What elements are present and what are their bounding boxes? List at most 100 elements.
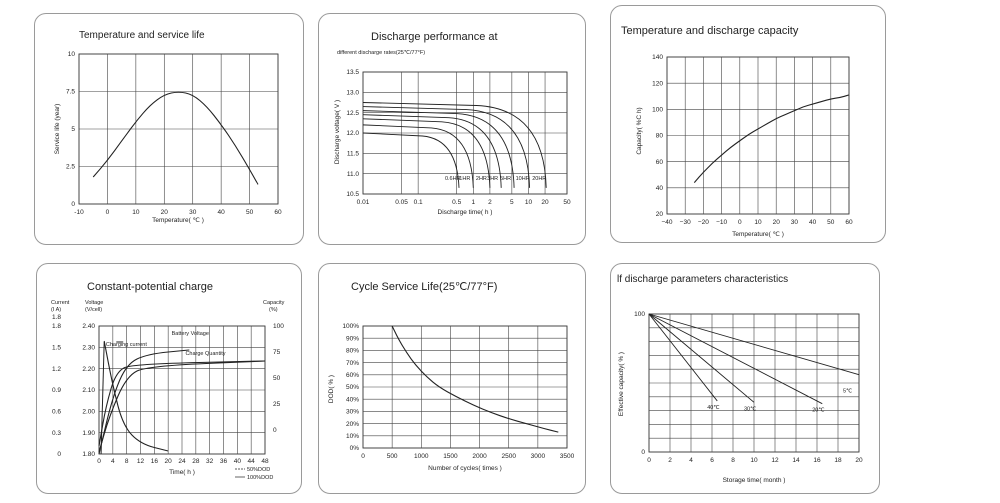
self-discharge-chart: lf discharge parameters characteristics 0… xyxy=(617,274,863,484)
discharge-curve xyxy=(362,114,502,188)
x-tick-label: 3500 xyxy=(560,453,575,460)
x-tick-label: 500 xyxy=(387,453,398,460)
x-tick-label: 20 xyxy=(541,199,549,206)
x-tick-label: 20 xyxy=(855,457,863,464)
self-discharge-line xyxy=(648,313,718,402)
x-tick-label: 12 xyxy=(137,458,145,465)
current-tick-label: 0.9 xyxy=(52,387,61,394)
x-tick-label: 0 xyxy=(738,219,742,226)
y-tick-label: 80% xyxy=(346,348,359,355)
y-tick-label: 11.5 xyxy=(347,151,360,158)
x-tick-label: 8 xyxy=(125,458,129,465)
y-tick-label: 20% xyxy=(346,421,359,428)
x-tick-label: −40 xyxy=(661,219,672,226)
x-tick-label: 20 xyxy=(165,458,173,465)
x-tick-label: 20 xyxy=(773,219,781,226)
discharge-curve-label: 5HR xyxy=(500,176,511,182)
cycle-life-curve xyxy=(391,325,559,433)
discharge-curve-label: 20HR xyxy=(532,176,546,182)
x-tick-label: 14 xyxy=(792,457,800,464)
x-tick-label: 10 xyxy=(525,199,533,206)
voltage-axis-unit: (V/cell) xyxy=(85,307,102,313)
current-tick-label: 0 xyxy=(57,451,61,458)
y-tick-label: 120 xyxy=(652,80,663,87)
x-tick-label: 28 xyxy=(192,458,200,465)
x-tick-label: 0 xyxy=(647,457,651,464)
current-axis-header: Current xyxy=(51,300,70,306)
x-tick-label: 2500 xyxy=(501,453,516,460)
y-tick-label: 60% xyxy=(346,372,359,379)
x-tick-label: 36 xyxy=(220,458,228,465)
y-tick-label: 10 xyxy=(68,51,76,58)
chart-panel-discharge-capacity: Temperature and discharge capacity −40 −30… xyxy=(610,5,886,243)
y-tick-label: 80 xyxy=(656,133,664,140)
y-axis-label: Capacity( %C h) xyxy=(636,107,643,154)
y-tick-label: 12.0 xyxy=(346,130,359,137)
x-axis-label: Time( h ) xyxy=(169,469,195,476)
x-tick-label: 1000 xyxy=(414,453,429,460)
discharge-curve xyxy=(362,124,474,188)
y-tick-label: 100 xyxy=(652,107,663,114)
x-tick-label: 4 xyxy=(689,457,693,464)
x-tick-label: 44 xyxy=(248,458,256,465)
x-tick-label: −20 xyxy=(698,219,709,226)
x-tick-label: 0.01 xyxy=(357,199,370,206)
x-axis-label: Storage time( month ) xyxy=(723,477,786,484)
charging-current-rise xyxy=(100,341,105,455)
current-tick-label: 1.5 xyxy=(52,345,61,352)
annotation-charging-current: Charging current xyxy=(106,342,147,348)
x-tick-label: 2 xyxy=(668,457,672,464)
discharge-capacity-chart: Temperature and discharge capacity −40 −30… xyxy=(621,25,853,238)
y-axis-label: Effective capacity( % ) xyxy=(618,352,625,416)
annotation-charge-quantity: Charge Quantity xyxy=(185,351,225,357)
annotation-battery-voltage: Battery Voltage xyxy=(172,331,209,337)
x-tick-label: 40 xyxy=(809,219,817,226)
x-tick-label: 0.05 xyxy=(395,199,408,206)
capacity-tick-label: 50 xyxy=(273,375,281,382)
discharge-curve xyxy=(362,118,491,188)
voltage-tick-label: 2.30 xyxy=(82,345,95,352)
chart-title: Constant-potential charge xyxy=(87,281,213,293)
current-tick-label: 0.3 xyxy=(52,430,61,437)
chart-panel-constant-potential-charge: Constant-potential charge 0 4 8 12 16 20 24 28 32… xyxy=(36,263,302,494)
x-tick-label: 48 xyxy=(261,458,269,465)
y-tick-label: 20 xyxy=(656,211,664,218)
y-tick-label: 0% xyxy=(350,445,360,452)
current-axis-top-value: 1.8 xyxy=(52,314,61,321)
x-axis-label: Temperature( ℃ ) xyxy=(732,231,784,238)
capacity-tick-label: 0 xyxy=(273,427,277,434)
y-tick-label: 12.5 xyxy=(346,110,359,117)
chart-title: lf discharge parameters characteristics xyxy=(617,274,788,285)
x-tick-label: 4 xyxy=(111,458,115,465)
x-tick-label: 24 xyxy=(178,458,186,465)
x-tick-label: 10 xyxy=(132,209,140,216)
chart-title: Temperature and discharge capacity xyxy=(621,25,799,37)
y-tick-label: 60 xyxy=(656,159,664,166)
self-discharge-label: 20℃ xyxy=(812,408,825,414)
discharge-performance-chart: Discharge performance at different discha… xyxy=(334,31,571,216)
x-tick-label: 2000 xyxy=(472,453,487,460)
x-tick-label: 18 xyxy=(834,457,842,464)
x-axis-label: Discharge time( h ) xyxy=(438,209,493,216)
x-tick-label: 60 xyxy=(845,219,853,226)
chart-panel-self-discharge: lf discharge parameters characteristics 0… xyxy=(610,263,880,494)
discharge-curve xyxy=(362,106,531,188)
y-tick-label: 11.0 xyxy=(347,171,360,178)
legend-label-100: 100%DOD xyxy=(247,475,273,481)
y-tick-label: 0 xyxy=(641,449,645,456)
voltage-axis-header: Voltage xyxy=(85,300,103,306)
y-axis-label: Discharge voltage( V ) xyxy=(334,100,341,164)
x-tick-label: 10 xyxy=(754,219,762,226)
y-tick-label: 13.0 xyxy=(346,90,359,97)
x-tick-label: 0.1 xyxy=(414,199,423,206)
x-tick-label: 12 xyxy=(771,457,779,464)
x-tick-label: 0.5 xyxy=(452,199,461,206)
x-tick-label: 50 xyxy=(563,199,571,206)
x-tick-label: 40 xyxy=(234,458,242,465)
chart-panel-cycle-service-life: Cycle Service Life(25℃/77°F) 0 500 1000 1500… xyxy=(318,263,586,494)
x-tick-label: 40 xyxy=(218,209,226,216)
y-tick-label: 2.5 xyxy=(66,164,75,171)
self-discharge-label: 5℃ xyxy=(843,389,853,395)
y-tick-label: 0 xyxy=(71,201,75,208)
